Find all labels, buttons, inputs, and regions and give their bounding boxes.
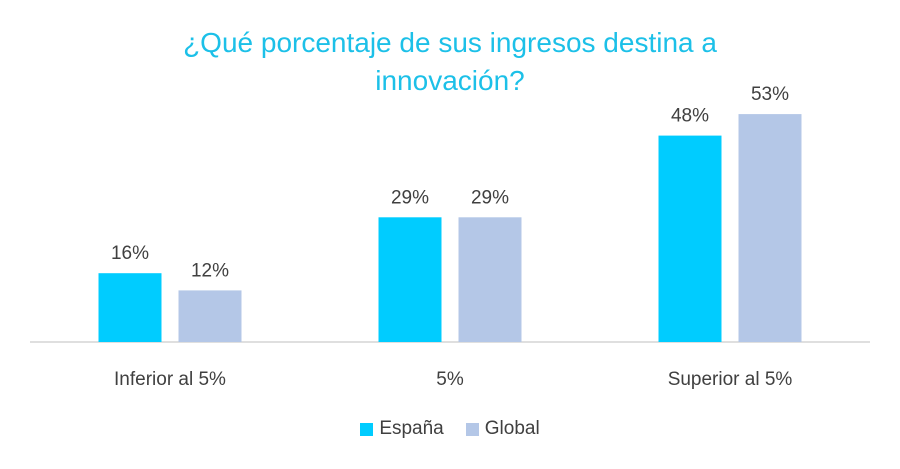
x-tick-label-1: 5% xyxy=(436,369,464,390)
chart-title-line-1: ¿Qué porcentaje de sus ingresos destina … xyxy=(183,27,717,58)
legend-swatch-espana xyxy=(360,422,374,436)
data-label-global-2: 53% xyxy=(751,84,789,105)
legend-label-espana: España xyxy=(379,418,444,439)
bar-espana-2 xyxy=(658,135,722,342)
x-tick-label-0: Inferior al 5% xyxy=(114,369,226,390)
legend-item-espana: España xyxy=(360,418,444,440)
legend: España Global xyxy=(0,418,900,440)
data-label-espana-2: 48% xyxy=(671,106,709,127)
data-label-global-0: 12% xyxy=(191,260,229,281)
data-label-espana-1: 29% xyxy=(391,187,429,208)
data-label-espana-0: 16% xyxy=(111,243,149,264)
legend-label-global: Global xyxy=(484,418,540,439)
bar-espana-1 xyxy=(378,217,442,342)
legend-item-global: Global xyxy=(465,418,540,440)
bar-espana-0 xyxy=(98,273,162,342)
bar-global-1 xyxy=(458,217,522,342)
chart-title: ¿Qué porcentaje de sus ingresos destina … xyxy=(0,24,900,100)
x-tick-label-2: Superior al 5% xyxy=(668,369,793,390)
chart-title-line-2: innovación? xyxy=(375,65,525,96)
legend-swatch-global xyxy=(465,422,479,436)
bar-global-2 xyxy=(738,114,802,342)
data-label-global-1: 29% xyxy=(471,187,509,208)
bar-global-0 xyxy=(178,290,242,342)
